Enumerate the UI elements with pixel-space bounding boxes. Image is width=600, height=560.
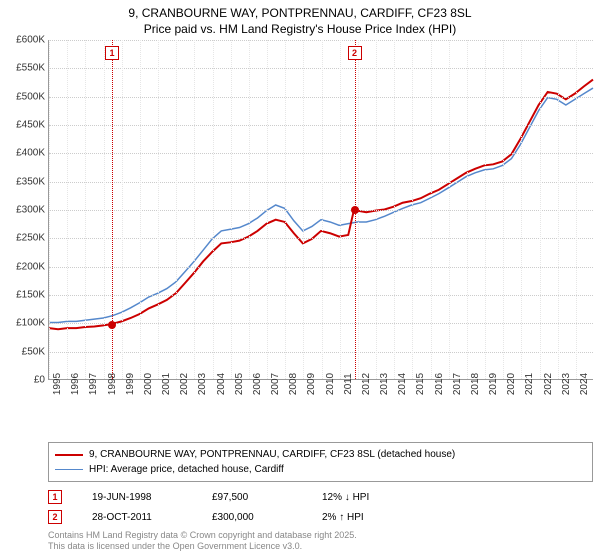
sale-marker: 2 bbox=[48, 510, 62, 524]
y-axis-label: £250K bbox=[16, 233, 45, 244]
x-axis-label: 2009 bbox=[306, 373, 317, 395]
x-axis-label: 2019 bbox=[488, 373, 499, 395]
legend-swatch bbox=[55, 469, 83, 470]
y-axis-label: £200K bbox=[16, 261, 45, 272]
x-axis-label: 2023 bbox=[561, 373, 572, 395]
legend: 9, CRANBOURNE WAY, PONTPRENNAU, CARDIFF,… bbox=[48, 442, 593, 482]
sale-row: 1 19-JUN-1998 £97,500 12% ↓ HPI bbox=[48, 487, 402, 507]
chart-title: 9, CRANBOURNE WAY, PONTPRENNAU, CARDIFF,… bbox=[0, 0, 600, 37]
title-line-1: 9, CRANBOURNE WAY, PONTPRENNAU, CARDIFF,… bbox=[0, 6, 600, 22]
footer-line-2: This data is licensed under the Open Gov… bbox=[48, 541, 357, 552]
x-axis-label: 2017 bbox=[452, 373, 463, 395]
legend-label: 9, CRANBOURNE WAY, PONTPRENNAU, CARDIFF,… bbox=[89, 449, 455, 460]
x-axis-label: 2022 bbox=[543, 373, 554, 395]
y-axis-label: £550K bbox=[16, 63, 45, 74]
chart-container: 9, CRANBOURNE WAY, PONTPRENNAU, CARDIFF,… bbox=[0, 0, 600, 560]
x-axis-label: 1999 bbox=[125, 373, 136, 395]
x-axis-label: 2020 bbox=[506, 373, 517, 395]
sale-price: £300,000 bbox=[212, 512, 292, 523]
y-axis-label: £350K bbox=[16, 176, 45, 187]
x-axis-label: 1998 bbox=[107, 373, 118, 395]
title-line-2: Price paid vs. HM Land Registry's House … bbox=[0, 22, 600, 38]
sale-delta: 12% ↓ HPI bbox=[322, 492, 402, 503]
x-axis-label: 2018 bbox=[470, 373, 481, 395]
sale-marker: 1 bbox=[48, 490, 62, 504]
y-axis-label: £300K bbox=[16, 205, 45, 216]
legend-item: 9, CRANBOURNE WAY, PONTPRENNAU, CARDIFF,… bbox=[55, 447, 586, 462]
sale-row: 2 28-OCT-2011 £300,000 2% ↑ HPI bbox=[48, 507, 402, 527]
y-axis-label: £0 bbox=[34, 375, 45, 386]
x-axis-label: 2010 bbox=[325, 373, 336, 395]
y-axis-label: £450K bbox=[16, 120, 45, 131]
x-axis-label: 2014 bbox=[397, 373, 408, 395]
sale-date: 28-OCT-2011 bbox=[92, 512, 182, 523]
chart-area: 12 £0£50K£100K£150K£200K£250K£300K£350K£… bbox=[0, 40, 600, 410]
x-axis-label: 2016 bbox=[434, 373, 445, 395]
legend-label: HPI: Average price, detached house, Card… bbox=[89, 464, 284, 475]
legend-swatch bbox=[55, 454, 83, 456]
plot-area: 12 bbox=[48, 40, 593, 380]
sale-point-2 bbox=[351, 206, 359, 214]
y-axis-label: £400K bbox=[16, 148, 45, 159]
sales-table: 1 19-JUN-1998 £97,500 12% ↓ HPI 2 28-OCT… bbox=[48, 487, 402, 527]
x-axis-label: 2001 bbox=[161, 373, 172, 395]
x-axis-label: 2002 bbox=[179, 373, 190, 395]
sale-date: 19-JUN-1998 bbox=[92, 492, 182, 503]
x-axis-label: 2008 bbox=[288, 373, 299, 395]
footer: Contains HM Land Registry data © Crown c… bbox=[48, 530, 357, 553]
x-axis-label: 1997 bbox=[88, 373, 99, 395]
x-axis-label: 1995 bbox=[52, 373, 63, 395]
sale-delta: 2% ↑ HPI bbox=[322, 512, 402, 523]
x-axis-label: 2000 bbox=[143, 373, 154, 395]
y-axis-label: £500K bbox=[16, 91, 45, 102]
x-axis-label: 2004 bbox=[216, 373, 227, 395]
y-axis-label: £150K bbox=[16, 290, 45, 301]
y-axis-label: £100K bbox=[16, 318, 45, 329]
x-axis-label: 2012 bbox=[361, 373, 372, 395]
x-axis-label: 2003 bbox=[197, 373, 208, 395]
x-axis-label: 2021 bbox=[524, 373, 535, 395]
sale-price: £97,500 bbox=[212, 492, 292, 503]
y-axis-label: £600K bbox=[16, 35, 45, 46]
x-axis-label: 2013 bbox=[379, 373, 390, 395]
x-axis-label: 2011 bbox=[343, 373, 354, 395]
legend-item: HPI: Average price, detached house, Card… bbox=[55, 462, 586, 477]
sale-marker-1: 1 bbox=[105, 46, 119, 60]
footer-line-1: Contains HM Land Registry data © Crown c… bbox=[48, 530, 357, 541]
x-axis-label: 2024 bbox=[579, 373, 590, 395]
x-axis-label: 2015 bbox=[415, 373, 426, 395]
x-axis-label: 1996 bbox=[70, 373, 81, 395]
sale-marker-2: 2 bbox=[348, 46, 362, 60]
x-axis-label: 2005 bbox=[234, 373, 245, 395]
x-axis-label: 2006 bbox=[252, 373, 263, 395]
sale-point-1 bbox=[108, 321, 116, 329]
x-axis-label: 2007 bbox=[270, 373, 281, 395]
y-axis-label: £50K bbox=[22, 346, 45, 357]
